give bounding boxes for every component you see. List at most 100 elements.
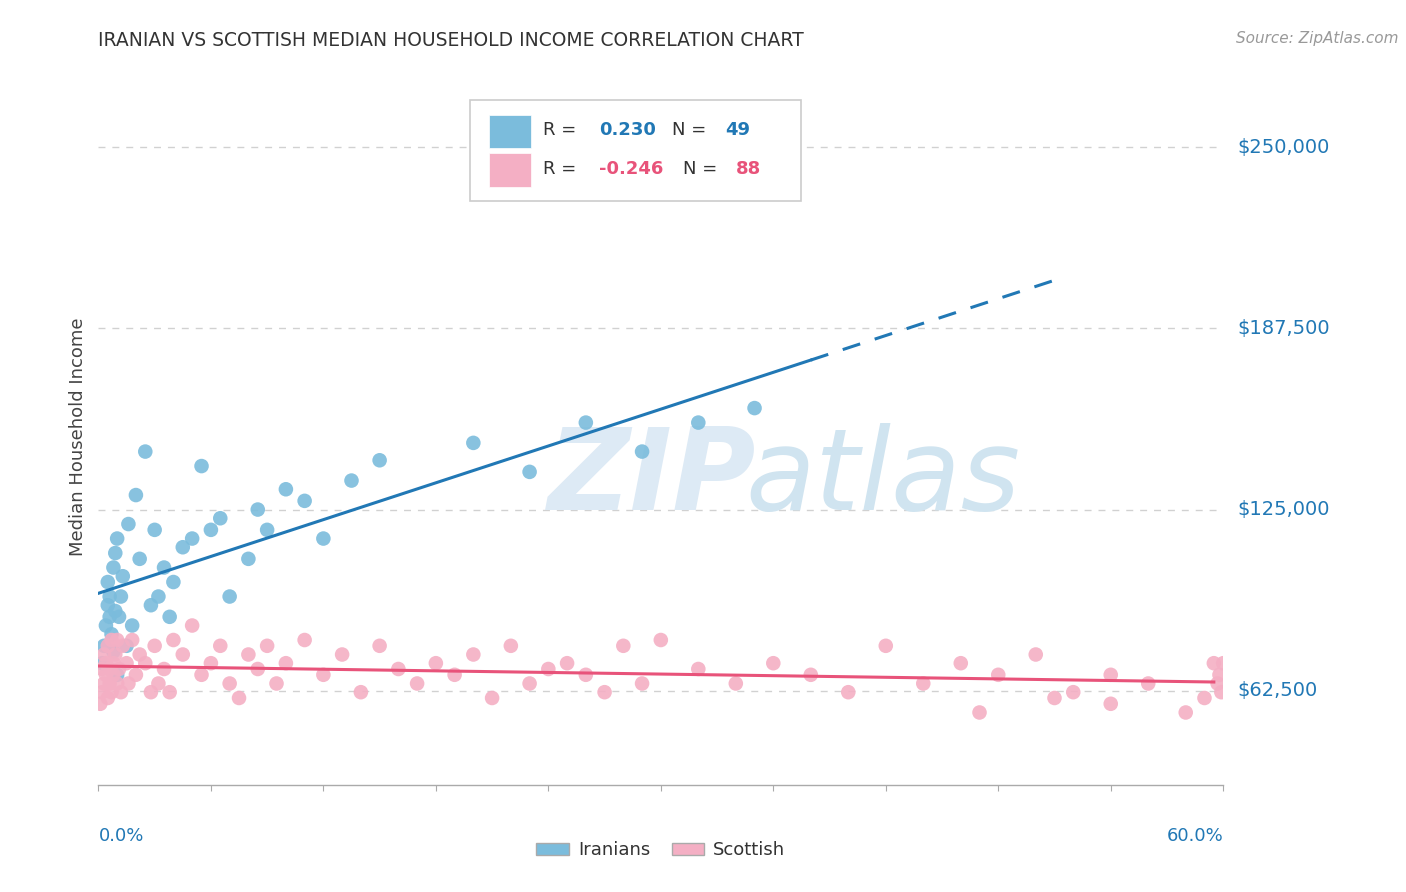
Point (1099, 697, 1122, 711)
Point (148, 676, 170, 690)
Point (98, 610, 121, 624)
Point (1062, 685, 1084, 699)
Point (89, 697, 111, 711)
Point (134, 444, 156, 458)
Point (172, 540, 194, 554)
Point (103, 657, 125, 671)
Point (143, 523, 166, 537)
Point (121, 618, 143, 632)
Point (153, 662, 176, 676)
Point (91, 662, 114, 676)
Text: ZIP: ZIP (548, 424, 756, 534)
Point (200, 523, 222, 537)
Text: Source: ZipAtlas.com: Source: ZipAtlas.com (1236, 31, 1399, 46)
Point (128, 648, 150, 662)
Text: IRANIAN VS SCOTTISH MEDIAN HOUSEHOLD INCOME CORRELATION CHART: IRANIAN VS SCOTTISH MEDIAN HOUSEHOLD INC… (98, 31, 804, 50)
Point (350, 685, 373, 699)
Point (148, 590, 170, 604)
Point (111, 569, 134, 583)
Point (100, 627, 122, 641)
Point (94, 618, 117, 632)
Text: $250,000: $250,000 (1237, 137, 1330, 157)
Point (93, 639, 115, 653)
Text: 0.230: 0.230 (599, 121, 655, 139)
Point (97, 639, 120, 653)
Point (97, 574, 120, 589)
Point (98, 662, 121, 676)
Point (139, 685, 162, 699)
Text: -0.246: -0.246 (599, 161, 664, 178)
Point (612, 639, 634, 653)
Point (266, 676, 288, 690)
Point (875, 639, 897, 653)
Point (246, 502, 269, 516)
Point (312, 532, 335, 546)
Bar (489, 115, 531, 148)
Point (103, 667, 125, 681)
Text: $187,500: $187,500 (1237, 318, 1330, 338)
Point (105, 667, 128, 681)
Point (368, 639, 391, 653)
Text: $125,000: $125,000 (1237, 500, 1330, 519)
Point (519, 676, 541, 690)
Point (91, 685, 114, 699)
Point (330, 648, 353, 662)
Point (153, 560, 176, 574)
Point (406, 676, 429, 690)
Point (98, 590, 121, 604)
Point (274, 482, 297, 496)
Point (312, 667, 335, 681)
Point (575, 667, 598, 681)
Point (537, 662, 560, 676)
Point (103, 560, 125, 574)
Point (111, 639, 134, 653)
Point (1025, 648, 1047, 662)
Text: 0.0%: 0.0% (98, 827, 143, 845)
Point (93, 676, 115, 690)
Point (443, 667, 465, 681)
Point (159, 610, 181, 624)
Point (593, 685, 616, 699)
Point (97, 690, 120, 705)
Point (115, 639, 138, 653)
Point (762, 657, 785, 671)
Point (100, 685, 122, 699)
Point (481, 690, 503, 705)
Point (688, 662, 710, 676)
Point (134, 657, 156, 671)
Point (97, 598, 120, 612)
Point (103, 644, 125, 658)
Point (425, 657, 447, 671)
Point (209, 639, 232, 653)
Point (340, 474, 363, 488)
Text: R =: R = (543, 121, 582, 139)
Point (1208, 667, 1230, 681)
Point (105, 532, 128, 546)
Point (463, 648, 485, 662)
Point (969, 706, 991, 720)
Point (1174, 706, 1197, 720)
Point (117, 516, 139, 531)
Point (1202, 657, 1225, 671)
Point (228, 690, 250, 705)
Point (104, 648, 127, 662)
Point (105, 676, 128, 690)
Point (294, 493, 316, 508)
FancyBboxPatch shape (470, 100, 801, 201)
Point (912, 676, 935, 690)
Point (1043, 690, 1066, 705)
Legend: Iranians, Scottish: Iranians, Scottish (529, 834, 793, 866)
Point (181, 532, 204, 546)
Point (139, 598, 162, 612)
Point (181, 618, 204, 632)
Text: N =: N = (683, 161, 723, 178)
Point (575, 416, 598, 430)
Point (100, 633, 122, 648)
Point (1212, 657, 1234, 671)
Point (519, 465, 541, 479)
Text: N =: N = (672, 121, 711, 139)
Text: atlas: atlas (745, 424, 1021, 534)
Text: 60.0%: 60.0% (1167, 827, 1223, 845)
Point (172, 648, 194, 662)
Point (159, 685, 181, 699)
